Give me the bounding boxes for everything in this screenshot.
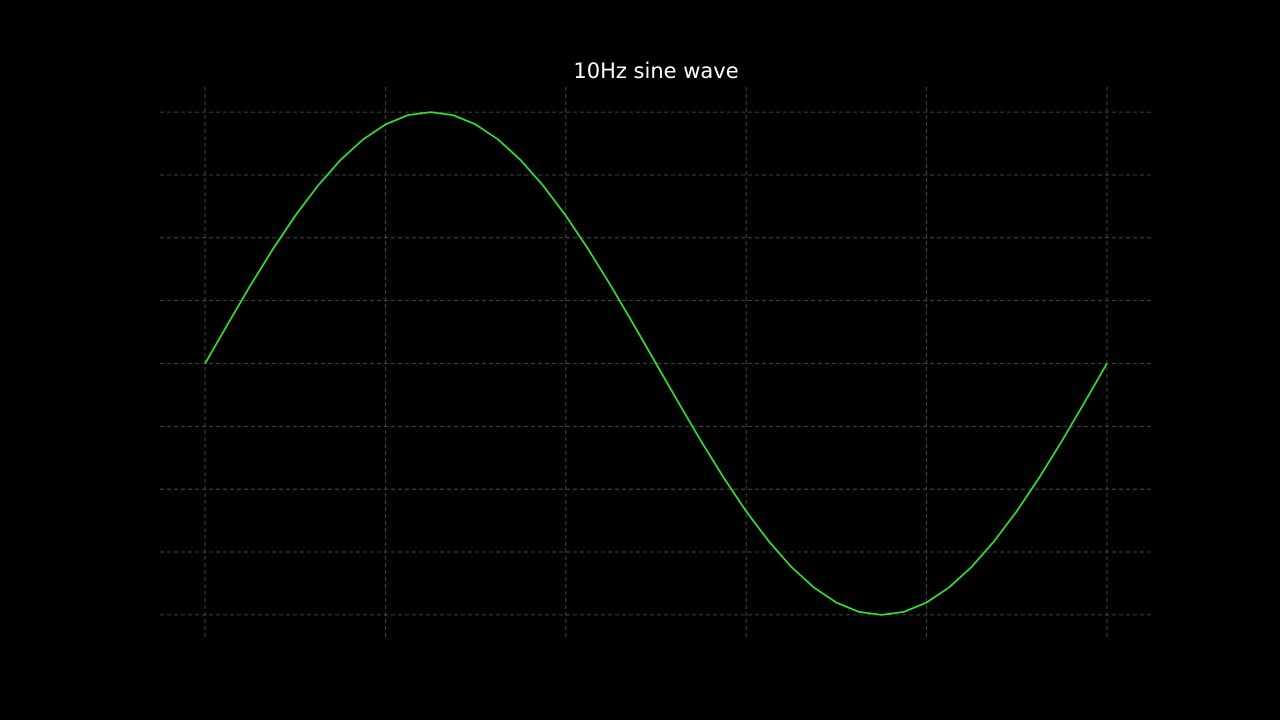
sine-line <box>204 111 1108 616</box>
chart-title: 10Hz sine wave <box>573 59 738 83</box>
